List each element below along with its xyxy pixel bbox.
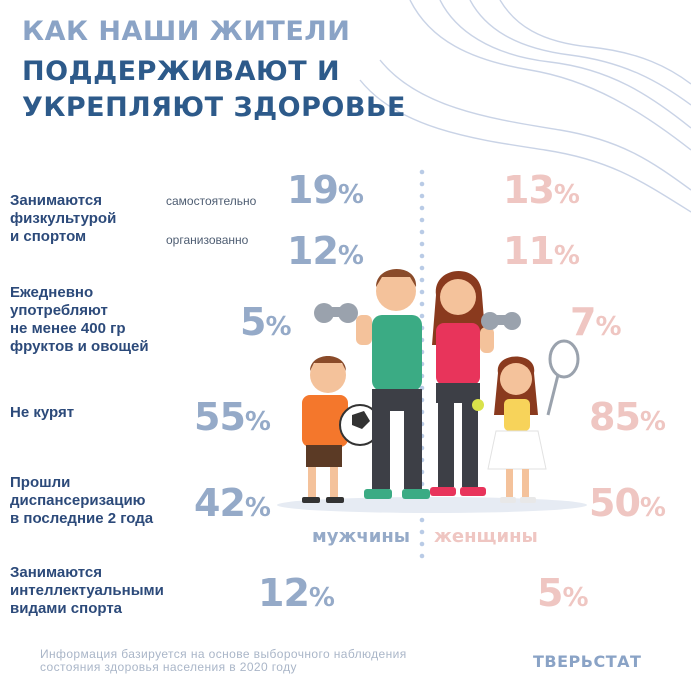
fruits-label-line1: Ежедневно [10,284,94,301]
smoke-label-line1: Не курят [10,404,75,421]
legend-women: женщины [434,526,538,547]
fruits-women-value: 7% [570,300,622,344]
checkup-label: Прошли диспансеризацию в последние 2 год… [10,474,153,528]
sport-self-men-value: 19% [287,168,364,212]
fruits-label: Ежедневно употребляют не менее 400 гр фр… [10,284,149,356]
sport-org-women-value: 11% [503,229,580,273]
intellect-men-value: 12% [258,571,335,615]
intellect-label-line2: интеллектуальными [10,582,164,599]
page-title-line2: ПОДДЕРЖИВАЮТ И [22,56,341,87]
page-title-line3: УКРЕПЛЯЮТ ЗДОРОВЬЕ [22,92,406,123]
family-exercise-illustration [277,269,587,513]
smoke-label: Не курят [10,404,74,422]
sport-self-women-value: 13% [503,168,580,212]
smoke-men-value: 55% [194,395,271,439]
footnote-line2: состояния здоровья населения в 2020 году [40,660,297,674]
footnote: Информация базируется на основе выборочн… [40,648,407,674]
intellect-women-value: 5% [537,571,589,615]
footnote-line1: Информация базируется на основе выборочн… [40,647,407,661]
sport-label-line1: Занимаются [10,192,102,209]
intellect-label: Занимаются интеллектуальными видами спор… [10,564,164,618]
smoke-women-value: 85% [589,395,666,439]
legend-men: мужчины [312,526,411,547]
checkup-label-line1: Прошли [10,474,71,491]
sport-label: Занимаются физкультурой и спортом [10,192,116,246]
sport-org-label: организованно [166,233,249,247]
fruits-label-line3: не менее 400 гр [10,320,126,337]
fruits-label-line2: употребляют [10,302,108,319]
sport-self-label: самостоятельно [166,194,257,208]
checkup-label-line2: диспансеризацию [10,492,146,509]
intellect-label-line3: видами спорта [10,600,123,617]
checkup-men-value: 42% [194,481,271,525]
sport-org-men-value: 12% [287,229,364,273]
checkup-women-value: 50% [589,481,666,525]
intellect-label-line1: Занимаются [10,564,102,581]
page-title-line1: КАК НАШИ ЖИТЕЛИ [22,16,351,47]
sport-label-line2: физкультурой [10,210,117,227]
sport-label-line3: и спортом [10,228,87,245]
brand-logo-text: ТВЕРЬСТАТ [533,652,642,671]
fruits-men-value: 5% [240,300,292,344]
checkup-label-line3: в последние 2 года [10,510,154,527]
fruits-label-line4: фруктов и овощей [10,338,149,355]
